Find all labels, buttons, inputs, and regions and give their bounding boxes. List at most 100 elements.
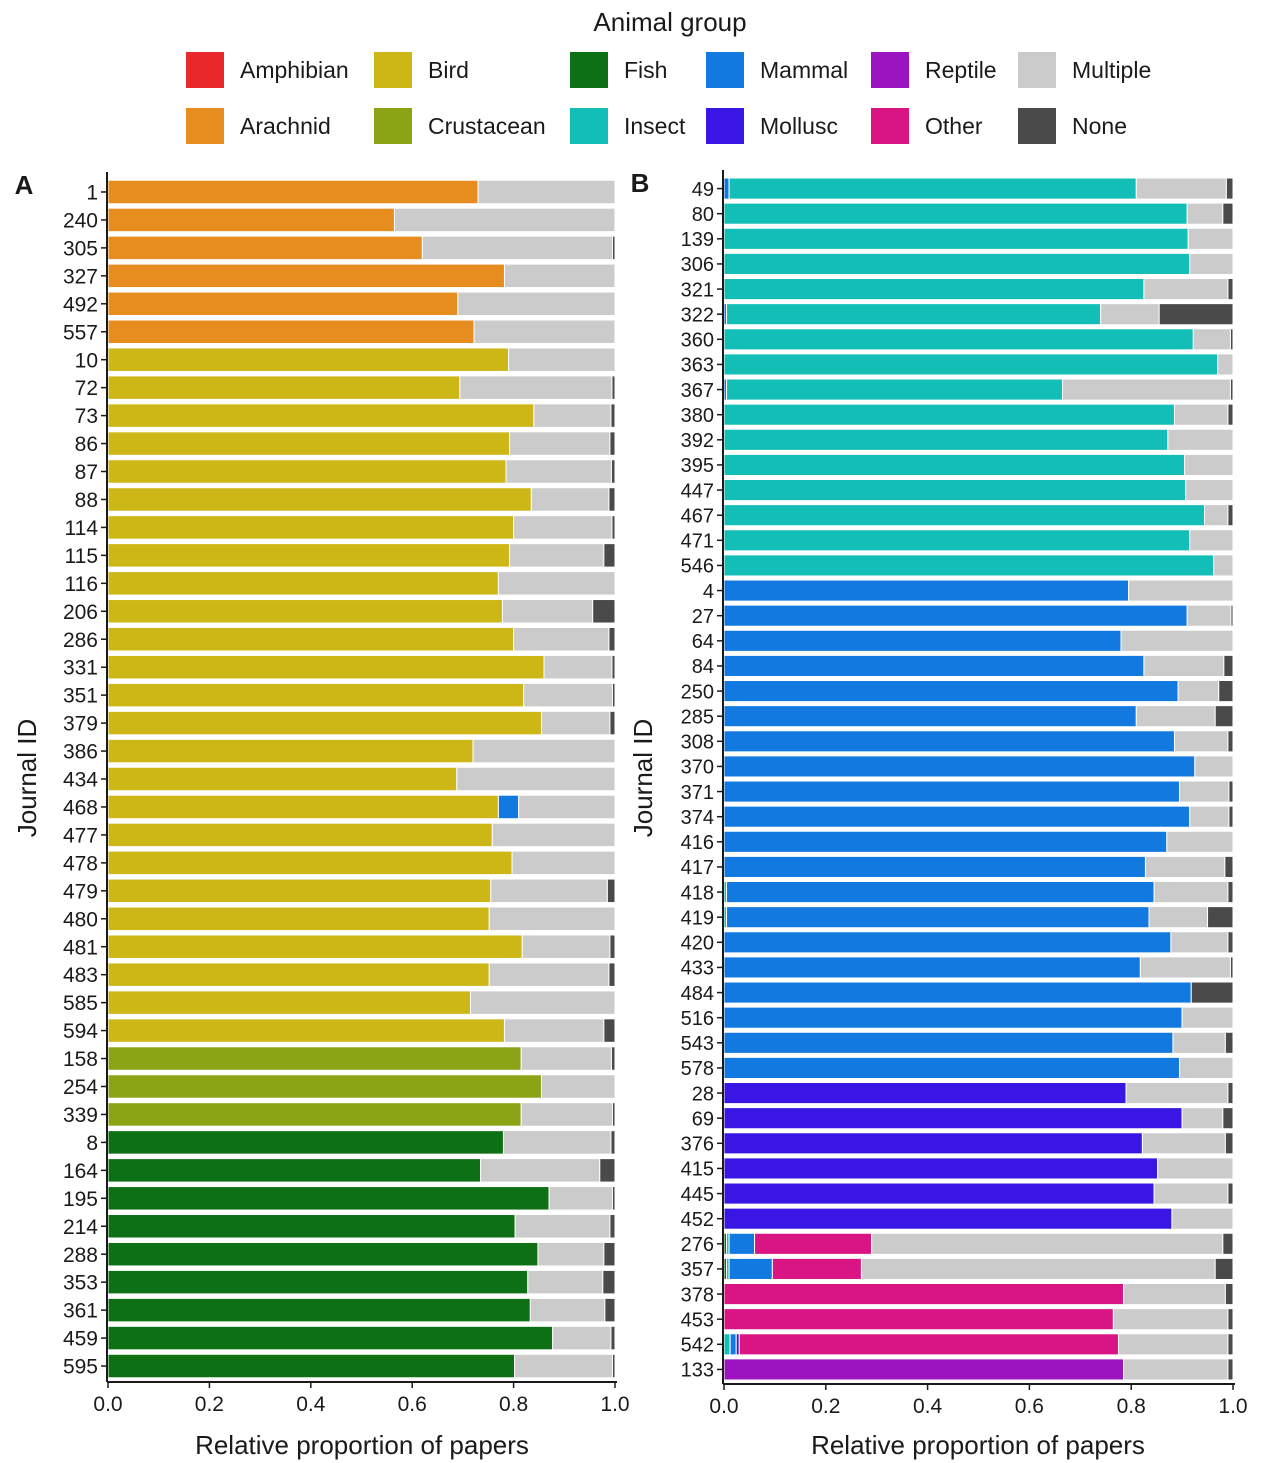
bar-segment-mammal xyxy=(726,906,1150,929)
bar-segment-other xyxy=(723,1308,1114,1331)
bar-segment-multiple xyxy=(1125,1082,1229,1105)
y-tick-label: 206 xyxy=(63,601,98,624)
bar-segment-multiple xyxy=(1213,554,1234,577)
bar-segment-bird xyxy=(107,515,515,540)
bar-row-164 xyxy=(107,1158,616,1183)
bar-segment-arachnid xyxy=(107,263,505,289)
bar-row-357 xyxy=(723,1257,1234,1280)
legend: Animal group Amphibian Bird Fish Mammal Rept… xyxy=(186,7,1151,144)
bar-segment-none xyxy=(609,431,616,456)
legend-key-other xyxy=(871,108,909,144)
bar-segment-mammal xyxy=(728,1257,773,1280)
bar-segment-multiple xyxy=(514,1214,611,1239)
bar-row-479 xyxy=(107,878,616,904)
bar-row-27 xyxy=(723,604,1234,627)
bar-segment-insect xyxy=(723,278,1145,301)
bar-segment-multiple xyxy=(503,263,616,289)
y-tick-label: 371 xyxy=(681,782,714,804)
bar-segment-none xyxy=(610,1130,616,1155)
bar-row-276 xyxy=(723,1232,1234,1255)
y-tick-label: 542 xyxy=(681,1335,714,1357)
y-tick-label: 379 xyxy=(63,713,98,736)
x-tick-label: 0.8 xyxy=(499,1393,528,1416)
bar-segment-none xyxy=(1158,303,1234,326)
bar-segment-none xyxy=(608,626,616,652)
x-tick-label: 0.2 xyxy=(195,1393,224,1416)
bar-segment-multiple xyxy=(488,906,616,932)
y-tick-label: 69 xyxy=(692,1108,714,1130)
y-tick-label: 481 xyxy=(63,936,98,959)
bar-segment-bird xyxy=(107,962,490,987)
bar-row-374 xyxy=(723,805,1234,828)
legend-key-arachnid xyxy=(186,108,224,144)
bar-segment-mammal xyxy=(723,629,1122,652)
bar-segment-multiple xyxy=(1217,353,1234,376)
bar-segment-mammal xyxy=(723,931,1172,954)
bar-segment-insect xyxy=(728,177,1137,200)
legend-key-crustacean xyxy=(374,108,412,144)
y-tick-label: 240 xyxy=(63,209,98,232)
x-tick-label: 0.6 xyxy=(398,1393,427,1416)
y-tick-label: 288 xyxy=(63,1244,98,1267)
bar-row-331 xyxy=(107,654,616,680)
bar-segment-mollusc xyxy=(723,1082,1127,1105)
bar-row-543 xyxy=(723,1031,1234,1054)
bar-segment-multiple xyxy=(1186,202,1224,225)
bar-segment-multiple xyxy=(1112,1308,1229,1331)
y-tick-label: 516 xyxy=(681,1008,714,1030)
bar-segment-fish xyxy=(107,1158,482,1183)
bar-row-471 xyxy=(723,529,1234,552)
bar-row-206 xyxy=(107,599,616,624)
y-tick-label: 73 xyxy=(75,405,98,428)
bar-segment-arachnid xyxy=(107,235,423,261)
bar-row-379 xyxy=(107,710,616,736)
x-tick-label: 1.0 xyxy=(600,1393,629,1416)
bar-segment-multiple xyxy=(520,1046,612,1071)
y-tick-label: 28 xyxy=(692,1083,714,1105)
y-tick-label: 353 xyxy=(63,1272,98,1295)
legend-key-bird xyxy=(374,52,412,88)
bar-segment-multiple xyxy=(543,654,613,680)
legend-key-mammal xyxy=(706,52,744,88)
y-tick-label: 595 xyxy=(63,1356,98,1379)
bar-segment-multiple xyxy=(459,375,613,400)
y-tick-label: 308 xyxy=(681,732,714,754)
bar-row-322 xyxy=(723,303,1234,326)
bar-row-395 xyxy=(723,453,1234,476)
y-tick-label: 468 xyxy=(63,797,98,820)
x-axis-title: Relative proportion of papers xyxy=(811,1430,1145,1460)
bar-segment-none xyxy=(1214,705,1234,728)
y-tick-label: 376 xyxy=(681,1134,714,1156)
bar-segment-multiple xyxy=(1135,177,1227,200)
y-tick-label: 417 xyxy=(681,857,714,879)
bar-segment-multiple xyxy=(1061,378,1231,401)
bar-segment-none xyxy=(592,599,616,624)
bar-segment-none xyxy=(1225,177,1234,200)
bar-segment-multiple xyxy=(1179,1056,1234,1079)
bar-segment-mammal xyxy=(723,805,1191,828)
bar-segment-multiple xyxy=(509,543,605,568)
legend-key-reptile xyxy=(871,52,909,88)
bar-segment-insect xyxy=(723,403,1175,426)
bar-segment-none xyxy=(1227,931,1234,954)
bar-segment-bird xyxy=(107,599,503,624)
legend-label-reptile: Reptile xyxy=(925,57,997,83)
bar-segment-none xyxy=(1227,278,1234,301)
bar-row-481 xyxy=(107,934,616,959)
x-tick-label: 0.6 xyxy=(1015,1395,1044,1418)
bar-row-516 xyxy=(723,1006,1234,1029)
bar-segment-insect xyxy=(723,227,1189,250)
y-tick-label: 585 xyxy=(63,992,98,1015)
bar-segment-multiple xyxy=(1120,629,1234,652)
bar-row-133 xyxy=(723,1358,1234,1381)
bar-segment-bird xyxy=(107,403,535,428)
bar-segment-insect xyxy=(723,428,1169,451)
bar-segment-multiple xyxy=(1189,252,1234,275)
bar-segment-multiple xyxy=(1139,956,1231,979)
legend-key-none xyxy=(1018,108,1056,144)
bar-row-327 xyxy=(107,263,616,289)
bar-row-452 xyxy=(723,1207,1234,1230)
bar-row-492 xyxy=(107,291,616,317)
bar-row-418 xyxy=(723,881,1234,904)
